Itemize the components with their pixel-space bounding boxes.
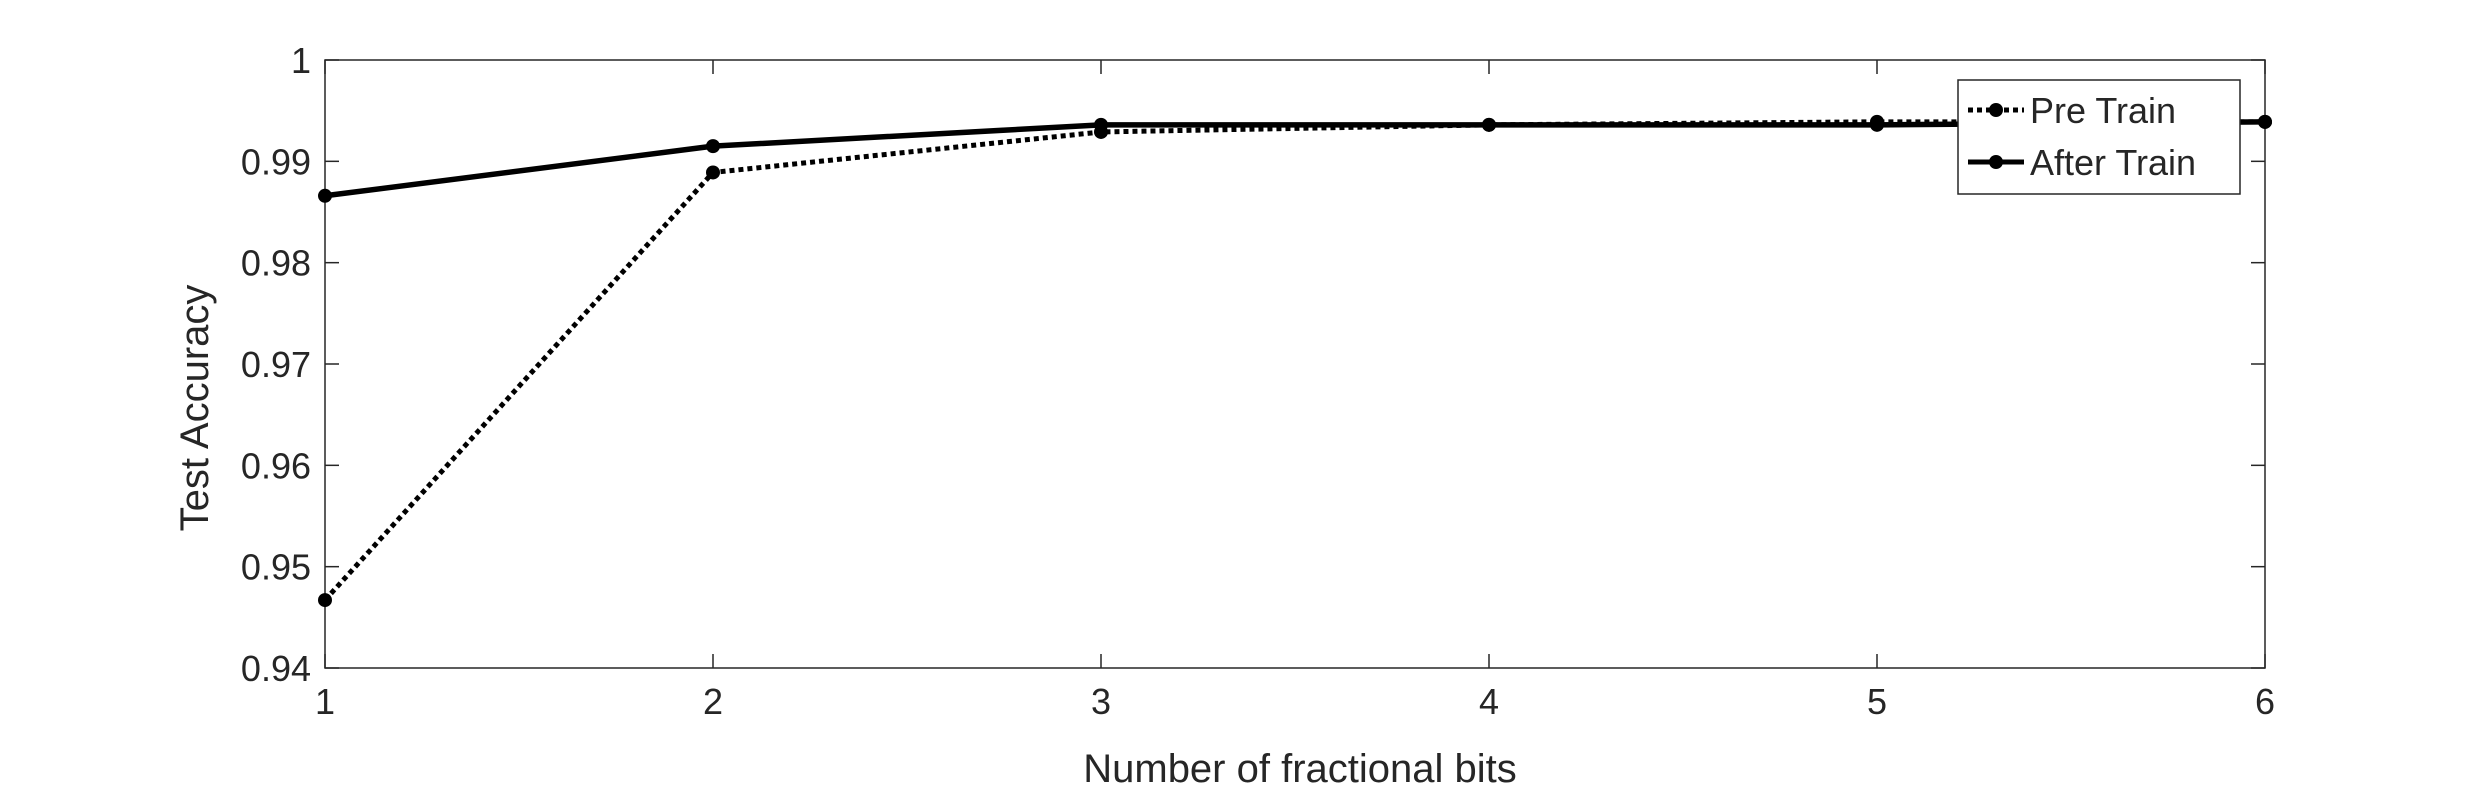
legend-swatch-marker: [1989, 103, 2003, 117]
y-axis-label: Test Accuracy: [173, 285, 217, 532]
legend-label: Pre Train: [2030, 90, 2176, 131]
series-line: [323, 119, 2265, 602]
data-point: [318, 593, 332, 608]
y-tick-label: 0.97: [241, 344, 311, 385]
x-tick-label: 4: [1479, 681, 1499, 722]
y-tick-label: 0.95: [241, 547, 311, 588]
y-tick-label: 1: [291, 40, 311, 81]
data-point: [1482, 117, 1496, 132]
x-axis-label: Number of fractional bits: [1083, 747, 1517, 791]
y-tick-label: 0.96: [241, 445, 311, 486]
data-point: [318, 188, 332, 203]
x-tick-label: 2: [703, 681, 723, 722]
x-tick-label: 3: [1091, 681, 1111, 722]
data-point: [706, 165, 720, 180]
y-tick-label: 0.99: [241, 141, 311, 182]
data-point: [706, 139, 720, 154]
series-layer: [318, 114, 2272, 608]
axis-ticks: 1 2 3 4 5 6 0.94 0.95 0.96 0.97 0.98 0.99 1: [241, 40, 2275, 722]
x-tick-label: 5: [1867, 681, 1887, 722]
legend-label: After Train: [2030, 142, 2196, 183]
legend-swatch-marker: [1989, 155, 2003, 169]
legend: Pre Train After Train: [1957, 79, 2241, 195]
y-tick-label: 0.94: [241, 648, 311, 689]
series-after-train: [318, 114, 2272, 203]
data-point: [2258, 114, 2272, 129]
legend-box: [1957, 79, 2241, 195]
data-point: [1870, 117, 1884, 132]
x-tick-label: 6: [2255, 681, 2275, 722]
x-tick-label: 1: [315, 681, 335, 722]
series-line: [324, 119, 2266, 199]
data-point: [1094, 117, 1108, 132]
y-tick-label: 0.98: [241, 243, 311, 284]
